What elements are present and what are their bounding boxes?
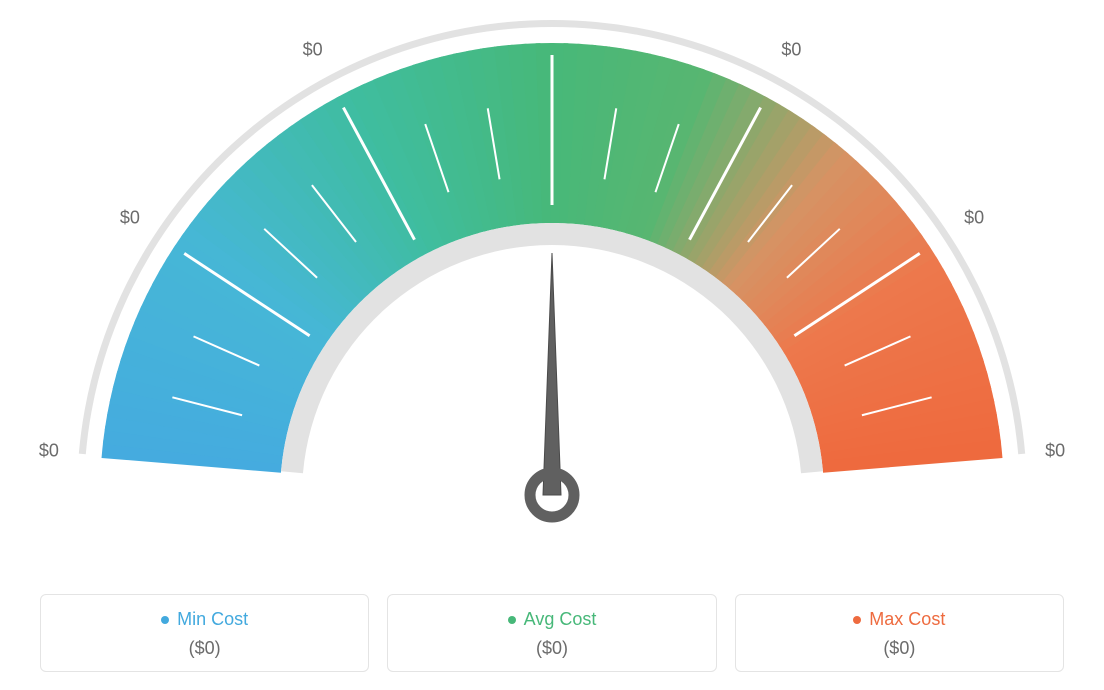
gauge-tick-label: $0 xyxy=(120,207,140,228)
gauge-chart: $0 $0 $0 $0 $0 $0 $0 xyxy=(0,0,1104,550)
legend-title: Avg Cost xyxy=(508,609,597,630)
gauge-tick-label: $0 xyxy=(964,207,984,228)
legend-dot-icon xyxy=(853,616,861,624)
legend-label: Max Cost xyxy=(869,609,945,630)
legend-value: ($0) xyxy=(51,638,358,659)
legend-card: Avg Cost ($0) xyxy=(387,594,716,672)
gauge-tick-label: $0 xyxy=(1045,440,1065,461)
gauge-tick-label: $0 xyxy=(303,40,323,61)
gauge-tick-label: $0 xyxy=(542,0,562,1)
legend-dot-icon xyxy=(161,616,169,624)
legend-value: ($0) xyxy=(746,638,1053,659)
gauge-tick-label: $0 xyxy=(781,40,801,61)
legend-card: Max Cost ($0) xyxy=(735,594,1064,672)
legend-title: Max Cost xyxy=(853,609,945,630)
gauge-svg xyxy=(0,0,1104,560)
legend-card: Min Cost ($0) xyxy=(40,594,369,672)
chart-container: $0 $0 $0 $0 $0 $0 $0 Min Cost ($0) Avg Cost ($… xyxy=(0,0,1104,690)
legend-label: Min Cost xyxy=(177,609,248,630)
legend-value: ($0) xyxy=(398,638,705,659)
gauge-tick-label: $0 xyxy=(39,440,59,461)
legend-label: Avg Cost xyxy=(524,609,597,630)
legend-title: Min Cost xyxy=(161,609,248,630)
legend-row: Min Cost ($0) Avg Cost ($0) Max Cost ($0… xyxy=(40,594,1064,672)
legend-dot-icon xyxy=(508,616,516,624)
